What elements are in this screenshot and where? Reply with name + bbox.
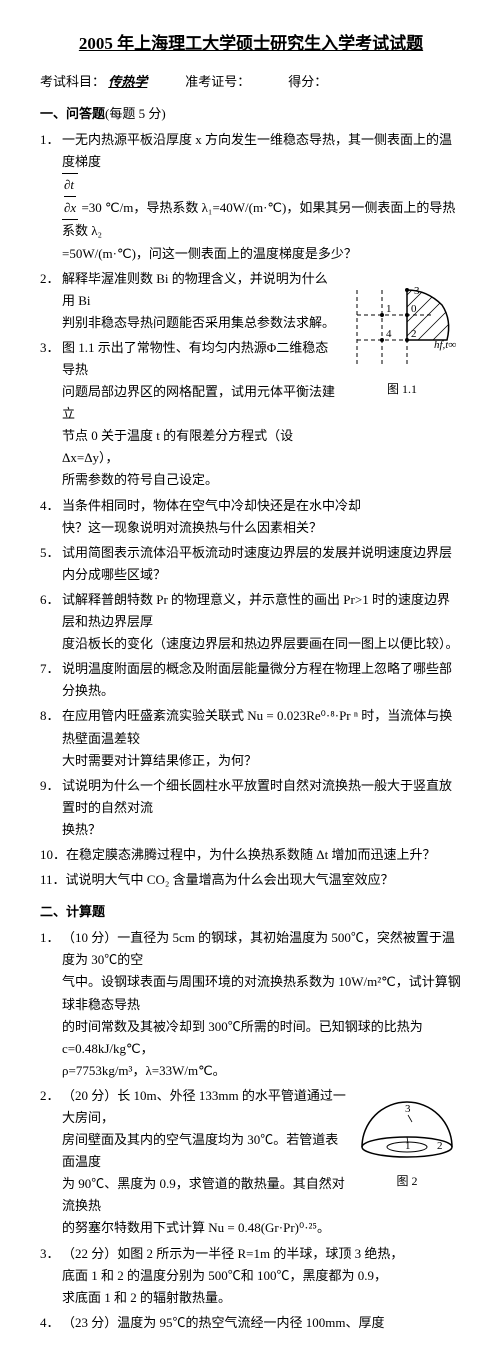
figure-2-svg: 3 1 2 xyxy=(352,1087,462,1162)
c-q2: 2． （20 分）长 10m、外径 133mm 的水平管道通过一大房间， 房间壁… xyxy=(40,1085,346,1240)
fig2-label-2: 2 xyxy=(437,1140,443,1152)
figure-1-1-caption: 图 1.1 xyxy=(342,379,462,399)
q10-num: 10． xyxy=(40,844,66,866)
q6-num: 6． xyxy=(40,589,62,655)
section1-note: (每题 5 分) xyxy=(105,106,166,121)
q5: 5． 试用简图表示流体沿平板流动时速度边界层的发展并说明速度边界层内分成哪些区域… xyxy=(40,542,462,586)
c-q4-num: 4． xyxy=(40,1312,62,1334)
q3: 3． 图 1.1 示出了常物性、有均匀内热源Φ二维稳态导热 问题局部边界区的网格… xyxy=(40,337,336,492)
q3-text-b: 问题局部边界区的网格配置，试用元体平衡法建立 xyxy=(62,384,335,421)
q3-num: 3． xyxy=(40,337,62,492)
q11-num: 11． xyxy=(40,869,66,891)
q2-text-b: 判别非稳态导热问题能否采用集总参数法求解。 xyxy=(62,315,335,330)
figure-2: 3 1 2 图 2 xyxy=(352,1087,462,1191)
c-q4-text: （23 分）温度为 95℃的热空气流经一内径 100mm、厚度 xyxy=(62,1312,462,1334)
c-q2-text-c: 为 90℃、黑度为 0.9，求管道的散热量。其自然对流换热 xyxy=(62,1176,345,1213)
q1-text-c: =50W/(m·℃)，问这一侧表面上的温度梯度是多少？ xyxy=(62,246,357,261)
section2-title: 二、计算题 xyxy=(40,901,462,923)
q8-text-a: 在应用管内旺盛紊流实验关联式 Nu = 0.023Re⁰·⁸·Pr ⁿ 时，当流… xyxy=(62,708,452,745)
q1-text-a: 一无内热源平板沿厚度 x 方向发生一维稳态导热，其一侧表面上的温度梯度 xyxy=(62,132,452,169)
q9-text-a: 试说明为什么一个细长圆柱水平放置时自然对流换热一般大于竖直放置时的自然对流 xyxy=(62,778,452,815)
fig1-label-3: 3 xyxy=(414,285,420,297)
c-q4: 4． （23 分）温度为 95℃的热空气流经一内径 100mm、厚度 xyxy=(40,1312,462,1334)
q6-text-a: 试解释普朗特数 Pr 的物理意义，并示意性的画出 Pr>1 时的速度边界层和热边… xyxy=(62,592,450,629)
c-q1-num: 1． xyxy=(40,927,62,1082)
q6-text-b: 度沿板长的变化（速度边界层和热边界层要画在同一图上以便比较）。 xyxy=(62,636,459,651)
q9-num: 9． xyxy=(40,775,62,841)
subject-value: 传热学 xyxy=(108,74,147,89)
q1-fraction: ∂t ∂x xyxy=(62,173,78,220)
ticket-label: 准考证号： xyxy=(185,71,250,93)
q7-text: 说明温度附面层的概念及附面层能量微分方程在物理上忽略了哪些部分换热。 xyxy=(62,658,462,702)
q11: 11． 试说明大气中 CO₂ 含量增高为什么会出现大气温室效应？ xyxy=(40,869,462,891)
q1-num: 1． xyxy=(40,129,62,265)
fig1-label-0: 0 xyxy=(411,303,417,315)
q2: 2． 解释毕渥准则数 Bi 的物理含义，并说明为什么用 Bi 判别非稳态导热问题… xyxy=(40,268,336,334)
section1-title: 一、问答题(每题 5 分) xyxy=(40,103,462,125)
fig1-label-2: 2 xyxy=(411,328,417,340)
q4-text-a: 当条件相同时，物体在空气中冷却快还是在水中冷却 xyxy=(62,498,361,513)
fig1-label-4: 4 xyxy=(386,328,392,340)
c-q1: 1． （10 分）一直径为 5cm 的钢球，其初始温度为 500℃，突然被置于温… xyxy=(40,927,462,1082)
c-q3-text-b: 底面 1 和 2 的温度分别为 500℃和 100℃，黑度都为 0.9， xyxy=(62,1268,387,1283)
q2-num: 2． xyxy=(40,268,62,334)
q3-text-d: 所需参数的符号自己设定。 xyxy=(62,472,218,487)
q8-text-b: 大时需要对计算结果修正，为何？ xyxy=(62,753,257,768)
q11-text: 试说明大气中 CO₂ 含量增高为什么会出现大气温室效应？ xyxy=(66,869,462,891)
q2-text-a: 解释毕渥准则数 Bi 的物理含义，并说明为什么用 Bi xyxy=(62,271,328,308)
figure-1-1: 3 1 0 2 4 hf,t∞ 图 1.1 xyxy=(342,270,462,399)
q10: 10． 在稳定膜态沸腾过程中，为什么换热系数随 Δt 增加而迅速上升？ xyxy=(40,844,462,866)
score-label: 得分： xyxy=(288,71,327,93)
fig1-label-1: 1 xyxy=(386,303,392,315)
fig2-label-3: 3 xyxy=(405,1103,411,1115)
subject-label: 考试科目： xyxy=(40,74,105,89)
c-q1-text-d: ρ=7753kg/m³，λ=33W/m℃。 xyxy=(62,1063,226,1078)
page-title: 2005 年上海理工大学硕士研究生入学考试试题 xyxy=(40,30,462,59)
q7: 7． 说明温度附面层的概念及附面层能量微分方程在物理上忽略了哪些部分换热。 xyxy=(40,658,462,702)
section1-title-text: 一、问答题 xyxy=(40,106,105,121)
c-q3-text-c: 求底面 1 和 2 的辐射散热量。 xyxy=(62,1290,231,1305)
c-q2-num: 2． xyxy=(40,1085,62,1240)
c-q2-text-d: 的努塞尔特数用下式计算 Nu = 0.48(Gr·Pr)⁰·²⁵。 xyxy=(62,1220,330,1235)
q7-num: 7． xyxy=(40,658,62,702)
q3-text-a: 图 1.1 示出了常物性、有均匀内热源Φ二维稳态导热 xyxy=(62,340,328,377)
c-q1-text-b: 气中。设钢球表面与周围环境的对流换热系数为 10W/m²℃，试计算钢球非稳态导热 xyxy=(62,974,461,1011)
figure-1-1-svg: 3 1 0 2 4 hf,t∞ xyxy=(342,270,462,370)
q9-text-b: 换热？ xyxy=(62,822,101,837)
q1: 1． 一无内热源平板沿厚度 x 方向发生一维稳态导热，其一侧表面上的温度梯度 ∂… xyxy=(40,129,462,265)
c-q3-text-a: （22 分）如图 2 所示为一半径 R=1m 的半球，球顶 3 绝热， xyxy=(62,1246,403,1261)
q8: 8． 在应用管内旺盛紊流实验关联式 Nu = 0.023Re⁰·⁸·Pr ⁿ 时… xyxy=(40,705,462,771)
figure-2-caption: 图 2 xyxy=(352,1171,462,1191)
q3-text-c: 节点 0 关于温度 t 的有限差分方程式（设 Δx=Δy）， xyxy=(62,428,293,465)
q4-text-b: 快？这一现象说明对流换热与什么因素相关？ xyxy=(62,520,322,535)
exam-header: 考试科目： 传热学 准考证号： 得分： xyxy=(40,71,462,93)
q4-num: 4． xyxy=(40,495,62,539)
q5-num: 5． xyxy=(40,542,62,586)
q4: 4． 当条件相同时，物体在空气中冷却快还是在水中冷却 快？这一现象说明对流换热与… xyxy=(40,495,462,539)
c-q1-text-c: 的时间常数及其被冷却到 300℃所需的时间。已知钢球的比热为 c=0.48kJ/… xyxy=(62,1019,423,1056)
c-q1-text-a: （10 分）一直径为 5cm 的钢球，其初始温度为 500℃，突然被置于温度为 … xyxy=(62,930,455,967)
c-q3: 3． （22 分）如图 2 所示为一半径 R=1m 的半球，球顶 3 绝热， 底… xyxy=(40,1243,462,1309)
q10-text: 在稳定膜态沸腾过程中，为什么换热系数随 Δt 增加而迅速上升？ xyxy=(66,844,462,866)
c-q3-num: 3． xyxy=(40,1243,62,1309)
c-q2-text-a: （20 分）长 10m、外径 133mm 的水平管道通过一大房间， xyxy=(62,1088,346,1125)
q5-text: 试用简图表示流体沿平板流动时速度边界层的发展并说明速度边界层内分成哪些区域？ xyxy=(62,542,462,586)
c-q2-text-b: 房间壁面及其内的空气温度均为 30℃。若管道表面温度 xyxy=(62,1132,338,1169)
q8-num: 8． xyxy=(40,705,62,771)
q9: 9． 试说明为什么一个细长圆柱水平放置时自然对流换热一般大于竖直放置时的自然对流… xyxy=(40,775,462,841)
fig1-label-hfm: hf,t∞ xyxy=(434,339,456,351)
q6: 6． 试解释普朗特数 Pr 的物理意义，并示意性的画出 Pr>1 时的速度边界层… xyxy=(40,589,462,655)
q1-text-b: =30 ℃/m，导热系数 λ₁=40W/(m·℃)，如果其另一侧表面上的导热系数… xyxy=(62,200,455,238)
